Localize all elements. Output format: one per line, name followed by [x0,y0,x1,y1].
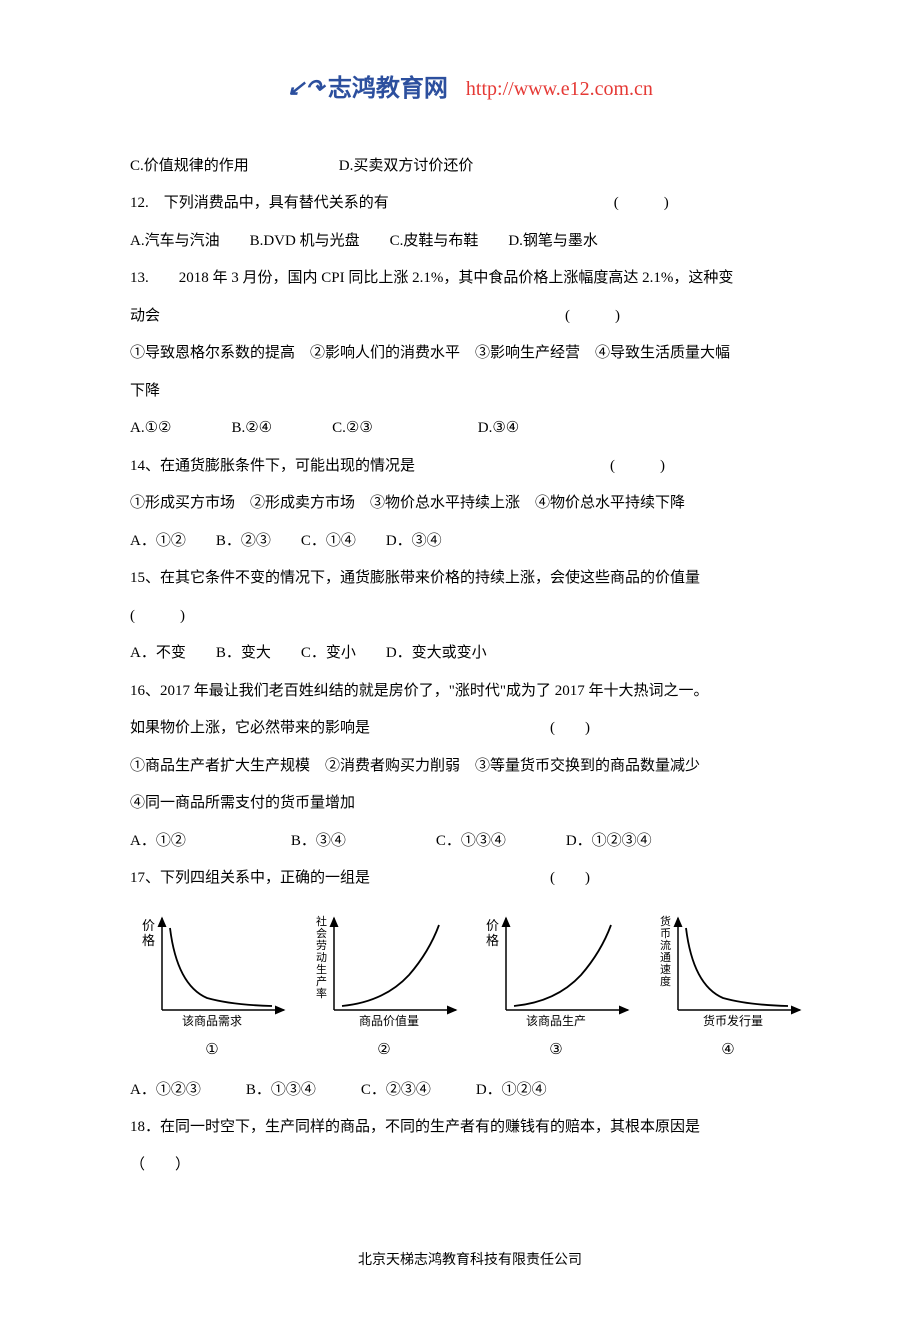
chart-svg-4: 货 币 流 通 速 度 货币发行量 [648,910,808,1030]
chart-4: 货 币 流 通 速 度 货币发行量 ④ [646,910,810,1068]
chart-1: 价 格 该商品需求 ① [130,910,294,1068]
chart-svg-3: 价 格 该商品生产 [476,910,636,1030]
text-line: ①形成买方市场 ②形成卖方市场 ③物价总水平持续上涨 ④物价总水平持续下降 [130,485,810,523]
chart-number: ④ [721,1032,734,1068]
chart4-yl4: 通 [660,951,671,964]
chart1-ylabel2: 格 [142,933,155,948]
chart3-ylabel2: 格 [486,933,499,948]
chart3-xlabel: 该商品生产 [526,1013,586,1028]
content-body: C.价值规律的作用 D.买卖双方讨价还价 12. 下列消费品中，具有替代关系的有… [130,148,810,1185]
chart2-yl2: 会 [316,927,327,940]
page-footer: 北京天梯志鸿教育科技有限责任公司 [130,1244,810,1278]
chart2-xlabel: 商品价值量 [359,1013,419,1028]
chart2-yl7: 率 [316,986,327,1000]
chart1-ylabel1: 价 [142,918,155,933]
text-line: （ ） [130,1147,810,1185]
text-line: ①商品生产者扩大生产规模 ②消费者购买力削弱 ③等量货币交换到的商品数量减少 [130,748,810,786]
text-line: 18．在同一时空下，生产同样的商品，不同的生产者有的赚钱有的赔本，其根本原因是 [130,1109,810,1147]
chart4-yl6: 度 [660,974,671,988]
text-line: A．①②③ B．①③④ C．②③④ D．①②④ [130,1072,810,1110]
text-line: 14、在通货膨胀条件下，可能出现的情况是 ( ) [130,448,810,486]
chart-number: ③ [549,1032,562,1068]
chart-number: ① [205,1032,218,1068]
text-line: 17、下列四组关系中，正确的一组是 ( ) [130,860,810,898]
page-header: ↙↷ 志鸿教育网 http://www.e12.com.cn [130,60,810,118]
chart-2: 社 会 劳 动 生 产 率 商品价值量 ② [302,910,466,1068]
text-line: A.①② B.②④ C.②③ D.③④ [130,410,810,448]
text-line: A.汽车与汽油 B.DVD 机与光盘 C.皮鞋与布鞋 D.钢笔与墨水 [130,223,810,261]
text-line: 16、2017 年最让我们老百姓纠结的就是房价了，"涨时代"成为了 2017 年… [130,673,810,711]
text-line: A．①② B．③④ C．①③④ D．①②③④ [130,823,810,861]
chart-svg-1: 价 格 该商品需求 [132,910,292,1030]
text-line: ( ) [130,598,810,636]
chart3-ylabel1: 价 [486,918,499,933]
text-line: C.价值规律的作用 D.买卖双方讨价还价 [130,148,810,186]
logo-icon: ↙↷ [287,62,324,115]
chart1-xlabel: 该商品需求 [182,1013,242,1028]
logo: ↙↷ 志鸿教育网 [287,60,448,118]
logo-text: 志鸿教育网 [328,60,448,118]
text-line: 15、在其它条件不变的情况下，通货膨胀带来价格的持续上涨，会使这些商品的价值量 [130,560,810,598]
chart4-xlabel: 货币发行量 [703,1013,763,1028]
chart-3: 价 格 该商品生产 ③ [474,910,638,1068]
chart4-yl2: 币 [660,927,671,940]
text-line: 动会 ( ) [130,298,810,336]
text-line: 下降 [130,373,810,411]
chart2-yl1: 社 [316,914,327,928]
text-line: A．不变 B．变大 C．变小 D．变大或变小 [130,635,810,673]
chart2-yl3: 劳 [316,939,327,952]
chart4-yl5: 速 [660,963,671,976]
header-url: http://www.e12.com.cn [466,65,653,113]
chart2-yl5: 生 [316,962,327,976]
charts-container: 价 格 该商品需求 ① 社 会 劳 动 生 [130,910,810,1068]
chart2-yl4: 动 [316,951,327,964]
chart2-yl6: 产 [316,974,327,988]
text-line: 如果物价上涨，它必然带来的影响是 ( ) [130,710,810,748]
text-line: 13. 2018 年 3 月份，国内 CPI 同比上涨 2.1%，其中食品价格上… [130,260,810,298]
chart-number: ② [377,1032,390,1068]
text-line: ④同一商品所需支付的货币量增加 [130,785,810,823]
chart-svg-2: 社 会 劳 动 生 产 率 商品价值量 [304,910,464,1030]
chart4-yl3: 流 [660,938,671,952]
text-line: A．①② B．②③ C．①④ D．③④ [130,523,810,561]
text-line: 12. 下列消费品中，具有替代关系的有 ( ) [130,185,810,223]
chart4-yl1: 货 [660,914,671,928]
text-line: ①导致恩格尔系数的提高 ②影响人们的消费水平 ③影响生产经营 ④导致生活质量大幅 [130,335,810,373]
